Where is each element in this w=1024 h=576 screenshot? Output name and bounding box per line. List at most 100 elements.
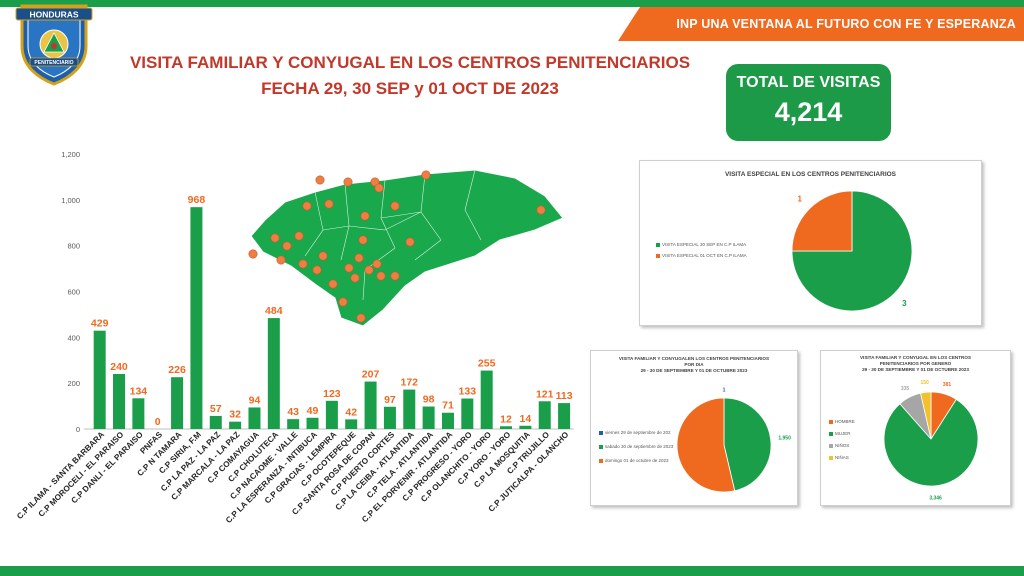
map-marker (343, 177, 353, 187)
title-line-1: VISITA FAMILIAR Y CONYUGAL EN LOS CENTRO… (129, 53, 691, 72)
bar-value-label: 240 (110, 361, 128, 373)
bottom-green-bar (0, 566, 1024, 576)
map-marker (328, 279, 338, 289)
pie-gender-legend-item: NIÑOS (829, 443, 849, 448)
map-marker (294, 231, 304, 241)
bar (480, 370, 493, 429)
bar (113, 374, 126, 429)
page-title: VISITA FAMILIAR Y CONYUGAL EN LOS CENTRO… (100, 50, 720, 102)
map-marker (350, 273, 360, 283)
pie-value-label: 150 (920, 380, 929, 386)
pie-slice (677, 397, 736, 493)
pie-value-label: 335 (901, 386, 910, 392)
map-marker (536, 205, 546, 215)
bar-value-label: 43 (287, 406, 299, 418)
map-marker (354, 253, 364, 263)
bar (441, 412, 454, 429)
pie-day-legend-item: domingo 01 de octubre de 2023 (599, 458, 669, 463)
bar (171, 377, 184, 429)
bar (229, 421, 242, 429)
map-marker (324, 199, 334, 209)
map-marker (405, 237, 415, 247)
pie-value-label: 1 (723, 388, 726, 394)
map-markers (248, 170, 546, 323)
pie-special-legend-item: VISITA ESPECIAL 30 SEP EN C.P ILAMA (656, 242, 746, 247)
bar (403, 389, 416, 429)
bar (558, 403, 571, 429)
map-marker (390, 271, 400, 281)
pie-by-gender-chart: 381 3,346 335 150 (883, 380, 979, 501)
logo-top-text: HONDURAS (29, 10, 78, 20)
bar-value-label: 32 (229, 409, 241, 421)
map-marker (372, 259, 382, 269)
slogan-text: INP UNA VENTANA AL FUTURO CON FE Y ESPER… (676, 17, 1016, 31)
pie-gender-title: VISITA FAMILIAR Y CONYUGAL EN LOS CENTRO… (859, 355, 972, 360)
bar-value-label: 134 (130, 385, 148, 397)
bar (209, 415, 222, 429)
pie-special-chart: 31 (791, 190, 913, 312)
title-line-2: FECHA 29, 30 SEP y 01 OCT DE 2023 (261, 79, 559, 98)
bar (422, 406, 435, 429)
bar (248, 407, 261, 429)
bar-value-label: 94 (249, 394, 261, 406)
bar-value-label: 207 (362, 369, 380, 381)
pie-day-legend-item: sabado 30 de septiembre de 2023 (599, 444, 673, 449)
bar-value-label: 429 (91, 318, 109, 330)
bar (325, 400, 338, 429)
bar-value-label: 484 (265, 305, 283, 317)
map-marker (298, 259, 308, 269)
bar (267, 318, 280, 429)
pie-gender-legend-item: NIÑAS (829, 455, 849, 460)
bar-value-label: 172 (401, 377, 419, 389)
bar-value-label: 113 (556, 390, 573, 402)
total-visits-value: 4,214 (774, 97, 843, 127)
y-tick-label: 1,200 (61, 150, 80, 159)
y-tick-label: 600 (67, 288, 80, 297)
bar-value-label: 97 (384, 394, 396, 406)
category-label: C.P MOROCELI - EL PARAISO (37, 430, 126, 519)
bar-value-label: 57 (210, 403, 222, 415)
bar-value-label: 968 (188, 194, 206, 206)
bar-value-label: 12 (500, 413, 512, 425)
bar-value-label: 121 (536, 388, 554, 400)
pie-day-legend-item: viernes 29 de septiembre de 202 (599, 430, 671, 435)
bar-value-label: 226 (168, 364, 186, 376)
bar (306, 417, 319, 429)
map-marker (282, 241, 292, 251)
map-marker (248, 249, 258, 259)
pie-slice (723, 397, 772, 492)
bar-value-label: 14 (520, 413, 532, 425)
bar-value-label: 71 (442, 400, 454, 412)
y-tick-label: 200 (67, 379, 80, 388)
bar (132, 398, 145, 429)
bar (383, 406, 396, 429)
map-marker (312, 265, 322, 275)
map-marker (421, 170, 431, 180)
total-visits-label: TOTAL DE VISITAS (736, 74, 881, 91)
bar-value-label: 98 (423, 394, 435, 406)
pie-gender-legend-item: HOMBRE (829, 419, 855, 424)
honduras-map (248, 169, 564, 327)
pie-value-label: 381 (943, 382, 952, 388)
bar (519, 425, 532, 429)
map-marker (376, 271, 386, 281)
bar-value-label: 49 (307, 405, 319, 417)
pie-value-label: 3 (902, 299, 907, 308)
pie-gender-subtitle: PENITENCIARIOS POR GENERO (879, 361, 952, 366)
bar-value-label: 255 (478, 358, 496, 370)
bar (93, 330, 106, 429)
bar (287, 419, 300, 429)
pie-slice (883, 398, 979, 487)
y-tick-label: 400 (67, 333, 80, 342)
y-tick-label: 800 (67, 242, 80, 251)
map-marker (356, 313, 366, 323)
y-tick-label: 0 (76, 425, 80, 434)
bar (461, 398, 474, 429)
map-marker (374, 183, 384, 193)
bar (345, 419, 358, 429)
map-marker (315, 175, 325, 185)
pie-value-label: 1,950 (778, 436, 791, 442)
total-visits-box: TOTAL DE VISITAS 4,214 (726, 64, 891, 141)
bar (538, 401, 551, 429)
